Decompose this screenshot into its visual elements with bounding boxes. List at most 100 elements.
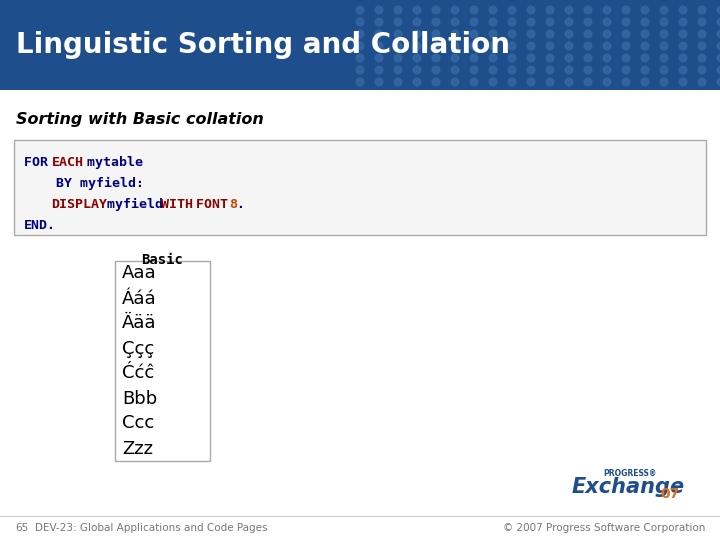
Text: © 2007 Progress Software Corporation: © 2007 Progress Software Corporation bbox=[503, 523, 705, 533]
Circle shape bbox=[584, 18, 592, 26]
Circle shape bbox=[584, 30, 592, 38]
Circle shape bbox=[679, 30, 687, 38]
Circle shape bbox=[451, 30, 459, 38]
Text: mytable: mytable bbox=[78, 156, 143, 169]
Circle shape bbox=[660, 30, 668, 38]
Text: 07: 07 bbox=[660, 487, 680, 501]
Circle shape bbox=[603, 54, 611, 62]
Circle shape bbox=[565, 30, 573, 38]
Circle shape bbox=[432, 42, 440, 50]
Circle shape bbox=[546, 66, 554, 74]
Circle shape bbox=[395, 18, 402, 26]
Circle shape bbox=[451, 78, 459, 86]
Circle shape bbox=[622, 6, 630, 14]
Circle shape bbox=[679, 6, 687, 14]
Circle shape bbox=[451, 6, 459, 14]
Text: Äää: Äää bbox=[122, 314, 156, 333]
Circle shape bbox=[584, 6, 592, 14]
Text: .: . bbox=[236, 198, 244, 211]
Bar bbox=[0, 0, 720, 90]
Circle shape bbox=[470, 66, 478, 74]
Circle shape bbox=[622, 78, 630, 86]
Text: WITH: WITH bbox=[161, 198, 193, 211]
Circle shape bbox=[584, 78, 592, 86]
Circle shape bbox=[622, 66, 630, 74]
Circle shape bbox=[451, 42, 459, 50]
Circle shape bbox=[508, 30, 516, 38]
Circle shape bbox=[395, 78, 402, 86]
Text: Zzz: Zzz bbox=[122, 440, 153, 457]
Text: Ááá: Ááá bbox=[122, 289, 157, 307]
Circle shape bbox=[470, 30, 478, 38]
Circle shape bbox=[432, 78, 440, 86]
Circle shape bbox=[603, 6, 611, 14]
Circle shape bbox=[642, 66, 649, 74]
Circle shape bbox=[565, 42, 573, 50]
Circle shape bbox=[527, 42, 535, 50]
Circle shape bbox=[395, 66, 402, 74]
Circle shape bbox=[546, 6, 554, 14]
Circle shape bbox=[642, 30, 649, 38]
Circle shape bbox=[642, 54, 649, 62]
Circle shape bbox=[508, 42, 516, 50]
Circle shape bbox=[642, 18, 649, 26]
Circle shape bbox=[432, 6, 440, 14]
Circle shape bbox=[508, 54, 516, 62]
Circle shape bbox=[413, 18, 420, 26]
Circle shape bbox=[546, 18, 554, 26]
Circle shape bbox=[470, 54, 478, 62]
Circle shape bbox=[413, 30, 420, 38]
Text: FOR: FOR bbox=[24, 156, 56, 169]
Circle shape bbox=[679, 78, 687, 86]
Text: Ććĉ: Ććĉ bbox=[122, 364, 154, 382]
Circle shape bbox=[356, 18, 364, 26]
Circle shape bbox=[489, 66, 497, 74]
Circle shape bbox=[546, 30, 554, 38]
Circle shape bbox=[356, 54, 364, 62]
Circle shape bbox=[679, 66, 687, 74]
Text: Aaa: Aaa bbox=[122, 265, 157, 282]
Circle shape bbox=[698, 54, 706, 62]
Circle shape bbox=[546, 42, 554, 50]
Circle shape bbox=[489, 18, 497, 26]
Circle shape bbox=[565, 6, 573, 14]
Circle shape bbox=[660, 18, 668, 26]
Circle shape bbox=[432, 30, 440, 38]
Circle shape bbox=[489, 42, 497, 50]
Circle shape bbox=[508, 66, 516, 74]
Text: Ççç: Ççç bbox=[122, 340, 154, 357]
Circle shape bbox=[660, 6, 668, 14]
Circle shape bbox=[565, 78, 573, 86]
Circle shape bbox=[660, 54, 668, 62]
Circle shape bbox=[698, 30, 706, 38]
Circle shape bbox=[642, 42, 649, 50]
Circle shape bbox=[470, 78, 478, 86]
Circle shape bbox=[660, 66, 668, 74]
Circle shape bbox=[546, 54, 554, 62]
Circle shape bbox=[489, 6, 497, 14]
Circle shape bbox=[508, 6, 516, 14]
Circle shape bbox=[470, 42, 478, 50]
Circle shape bbox=[413, 66, 420, 74]
Circle shape bbox=[395, 6, 402, 14]
Circle shape bbox=[603, 30, 611, 38]
Circle shape bbox=[660, 78, 668, 86]
Circle shape bbox=[527, 78, 535, 86]
Circle shape bbox=[565, 18, 573, 26]
Text: END.: END. bbox=[24, 219, 56, 232]
Circle shape bbox=[508, 78, 516, 86]
Circle shape bbox=[375, 78, 383, 86]
Text: PROGRESS®: PROGRESS® bbox=[603, 469, 657, 477]
Circle shape bbox=[527, 6, 535, 14]
Text: Linguistic Sorting and Collation: Linguistic Sorting and Collation bbox=[16, 31, 510, 59]
Circle shape bbox=[375, 66, 383, 74]
Circle shape bbox=[413, 78, 420, 86]
Circle shape bbox=[642, 6, 649, 14]
Text: Exchange: Exchange bbox=[572, 477, 685, 497]
Circle shape bbox=[395, 54, 402, 62]
Text: 65: 65 bbox=[15, 523, 28, 533]
Circle shape bbox=[717, 6, 720, 14]
Circle shape bbox=[432, 54, 440, 62]
Circle shape bbox=[717, 30, 720, 38]
Bar bbox=[14, 140, 706, 235]
